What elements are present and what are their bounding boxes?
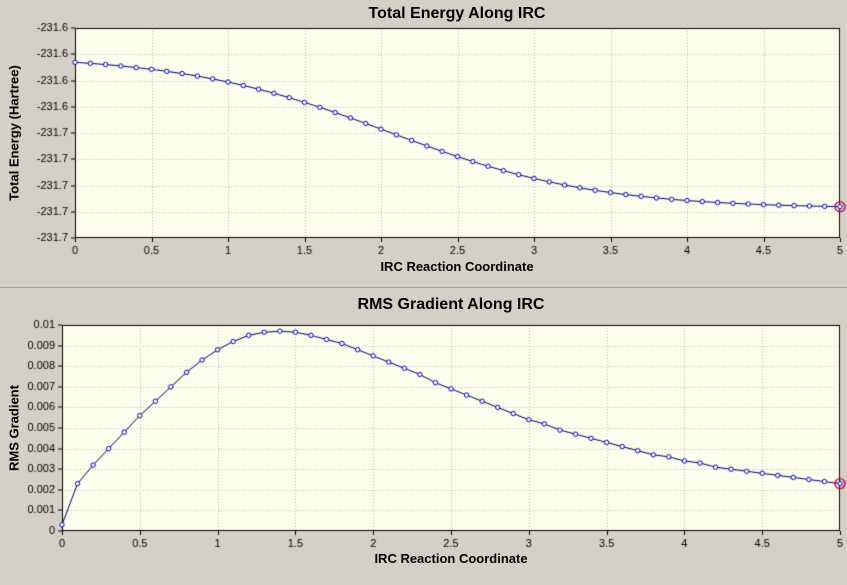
- total-energy-y-axis-label: Total Energy (Hartree): [6, 65, 22, 201]
- rms-gradient-plot-canvas[interactable]: [0, 288, 847, 585]
- total-energy-chart-panel: Total Energy Along IRC Total Energy (Har…: [0, 0, 847, 287]
- total-energy-chart-title: Total Energy Along IRC: [368, 5, 546, 22]
- rms-gradient-x-axis-label: IRC Reaction Coordinate: [374, 551, 528, 566]
- rms-gradient-chart-title: RMS Gradient Along IRC: [357, 296, 545, 313]
- rms-gradient-chart-panel: RMS Gradient Along IRC RMS Gradient IRC …: [0, 287, 847, 585]
- total-energy-x-axis-label: IRC Reaction Coordinate: [380, 259, 534, 274]
- rms-gradient-y-axis-label: RMS Gradient: [6, 385, 22, 471]
- total-energy-plot-canvas[interactable]: [0, 0, 847, 287]
